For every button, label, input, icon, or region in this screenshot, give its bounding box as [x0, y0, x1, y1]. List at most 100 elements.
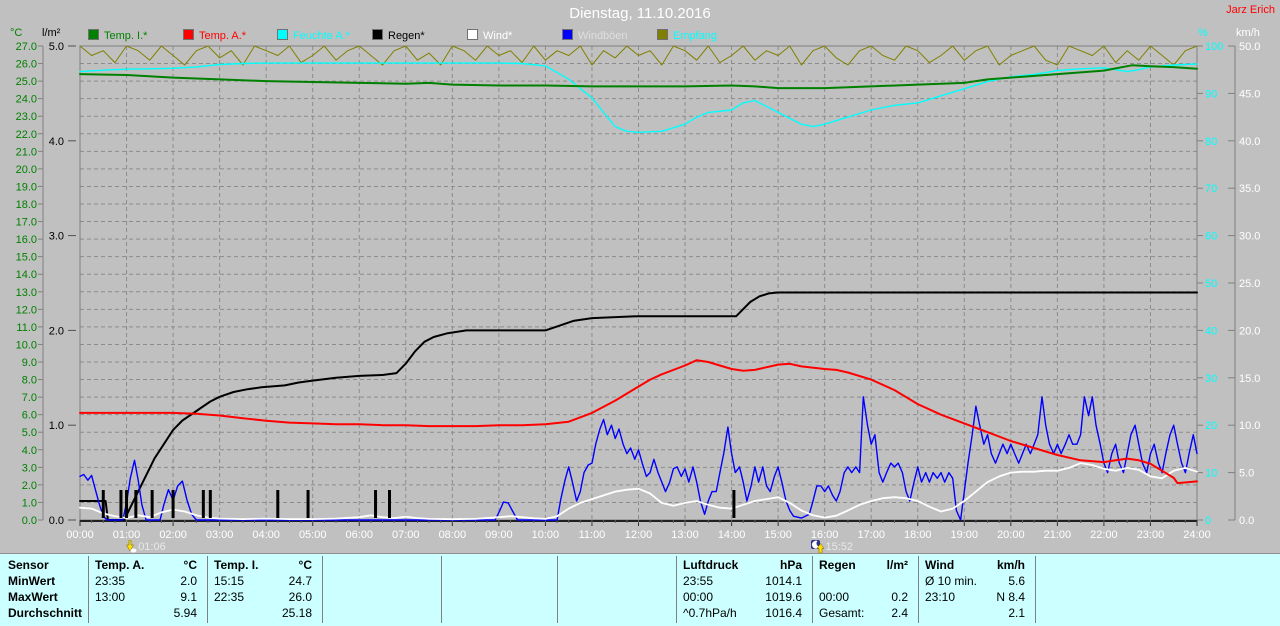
axis-tick-label: 25.0: [16, 76, 37, 88]
series-regen: [79, 291, 1198, 521]
axis-tick-label: 23.0: [16, 111, 37, 123]
table-cell: 5.94: [173, 606, 197, 620]
axis-tick-label: 15:00: [764, 529, 792, 541]
axis-tick-label: 14:00: [718, 529, 746, 541]
legend-swatch: [467, 29, 478, 40]
table-cell: 23:55: [683, 574, 714, 588]
table-divider: [918, 556, 919, 623]
axis-tick-label: 2.0: [22, 480, 37, 492]
temp-axis-header: °C: [10, 27, 23, 39]
series-wind: [79, 462, 1198, 521]
table-row-temp_a: Temp. A. °C: [88, 557, 207, 573]
axis-tick-label: 70: [1205, 183, 1217, 195]
table-row-label: MaxWert: [8, 590, 58, 604]
table-cell: 1014.1: [765, 574, 802, 588]
table-cell: 0.2: [891, 590, 908, 604]
axis-tick-label: 15.0: [16, 252, 37, 264]
axis-tick-label: 25.0: [1239, 278, 1260, 290]
axis-tick-label: 08:00: [439, 529, 467, 541]
page-title: Dienstag, 11.10.2016: [569, 5, 711, 22]
humidity-axis-header: %: [1198, 27, 1208, 39]
axis-tick-label: 6.0: [22, 410, 37, 422]
axis-tick-label: 10.0: [16, 339, 37, 351]
marker-moonset: 01:06: [124, 539, 166, 554]
legend-item-empfang: Empfang: [657, 29, 718, 42]
axis-tick-label: 10.0: [1239, 420, 1260, 432]
axis-tick-label: 0: [1205, 515, 1211, 527]
axis-tick-label: 16.0: [16, 234, 37, 246]
axis-tick-label: 30.0: [1239, 231, 1260, 243]
table-cell: km/h: [996, 558, 1025, 572]
table-cell: 9.1: [180, 590, 197, 604]
station-name: Jarz Erich: [1226, 4, 1275, 16]
legend-label: Temp. A.*: [199, 30, 247, 42]
axis-tick-label: 11.0: [16, 322, 37, 334]
axis-tick-label: 02:00: [159, 529, 187, 541]
axis-tick-label: 09:00: [485, 529, 513, 541]
table-row-wind: Ø 10 min. 5.6: [918, 573, 1035, 589]
table-cell: [88, 605, 95, 621]
axis-tick-label: 20:00: [997, 529, 1025, 541]
table-cell: Luftdruck: [683, 558, 739, 572]
axis-tick-label: 4.0: [49, 136, 64, 148]
axis-tick-label: 4.0: [22, 445, 37, 457]
table-row-wind: Wind km/h: [918, 557, 1035, 573]
axis-tick-label: 9.0: [22, 357, 37, 369]
table-row-temp_i: Temp. I. °C: [207, 557, 322, 573]
axis-tick-label: 8.0: [22, 375, 37, 387]
axis-tick-label: 5.0: [1239, 468, 1254, 480]
axis-tick-label: 30: [1205, 373, 1217, 385]
table-divider: [812, 556, 813, 623]
axis-tick-label: 0.0: [22, 515, 37, 527]
axis-tick-label: 45.0: [1239, 88, 1260, 100]
axis-tick-label: 13.0: [16, 287, 37, 299]
legend-item-regen-: Regen*: [372, 29, 425, 42]
axis-tick-label: 04:00: [252, 529, 280, 541]
legend-label: Empfang: [673, 30, 718, 42]
table-row-label: MinWert: [8, 574, 56, 588]
table-cell: 00:00: [819, 590, 850, 604]
table-cell: 23:35: [95, 574, 126, 588]
table-divider: [322, 556, 323, 623]
table-row-wind: 23:10 N 8.4: [918, 589, 1035, 605]
axis-tick-label: 50: [1205, 278, 1217, 290]
axis-tick-label: 05:00: [299, 529, 327, 541]
legend-swatch: [562, 29, 573, 40]
axis-tick-label: 40: [1205, 325, 1217, 337]
table-cell: l/m²: [886, 558, 908, 572]
axis-tick-label: 18.0: [16, 199, 37, 211]
table-cell: 5.6: [1008, 574, 1025, 588]
table-cell: [908, 573, 918, 589]
series-windb-en: [79, 396, 1198, 521]
table-cell: [918, 605, 925, 621]
axis-tick-label: 90: [1205, 88, 1217, 100]
table-divider: [676, 556, 677, 623]
legend-item-windböen: Windböen: [562, 29, 628, 42]
axis-tick-label: 07:00: [392, 529, 420, 541]
table-row-regen: [812, 573, 918, 589]
legend-item-wind-: Wind*: [467, 29, 512, 42]
axis-tick-label: 22:00: [1090, 529, 1118, 541]
table-cell: [207, 605, 214, 621]
table-cell: [812, 573, 819, 589]
rain-event-bars: [101, 490, 736, 518]
table-row-luftdruck: 23:55 1014.1: [676, 573, 812, 589]
table-cell: °C: [298, 558, 312, 572]
legend-swatch: [277, 29, 288, 40]
table-cell: Temp. A.: [95, 558, 145, 572]
legend-label: Temp. I.*: [104, 30, 148, 42]
axis-tick-label: 80: [1205, 136, 1217, 148]
axis-tick-label: 00:00: [66, 529, 94, 541]
axis-tick-label: 1.0: [49, 420, 64, 432]
table-cell: 1019.6: [765, 590, 802, 604]
table-cell: 13:00: [95, 590, 126, 604]
axis-tick-label: 20: [1205, 420, 1217, 432]
table-cell: N 8.4: [996, 590, 1025, 604]
table-row-luftdruck: ^0.7hPa/h 1016.4: [676, 605, 812, 621]
legend-item-temp-i-: Temp. I.*: [88, 29, 148, 42]
table-divider: [88, 556, 89, 623]
table-cell: ^0.7hPa/h: [683, 606, 737, 620]
axis-tick-label: 40.0: [1239, 136, 1260, 148]
axis-tick-label: 14.0: [16, 269, 37, 281]
axis-tick-label: 0.0: [1239, 515, 1254, 527]
